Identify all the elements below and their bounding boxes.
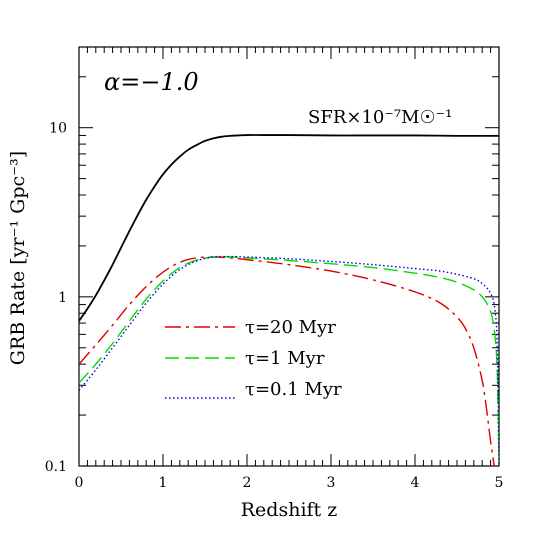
legend-label-tau20: τ=20 Myr: [245, 317, 336, 338]
y-tick-label: 1: [58, 290, 67, 306]
x-tick-label: 2: [243, 475, 252, 491]
x-tick-label: 0: [75, 475, 84, 491]
alpha-annotation: α=−1.0: [104, 68, 199, 96]
series-line-1: [79, 256, 495, 466]
series-group: [79, 134, 499, 466]
series-line-2: [79, 256, 499, 466]
legend: τ=20 Myr τ=1 Myr τ=0.1 Myr: [165, 317, 342, 400]
x-tick-label: 3: [327, 475, 336, 491]
y-tick-label: 10: [49, 121, 67, 137]
x-tick-label: 5: [495, 475, 504, 491]
x-tick-label: 1: [159, 475, 168, 491]
legend-label-tau01: τ=0.1 Myr: [245, 379, 342, 400]
y-axis-label: GRB Rate [yr⁻¹ Gpc⁻³]: [7, 151, 29, 365]
x-tick-label: 4: [411, 475, 420, 491]
legend-label-tau1: τ=1 Myr: [245, 348, 325, 369]
y-tick-label: 0.1: [45, 459, 67, 475]
series-line-0: [79, 134, 499, 322]
sfr-series-label: SFR×10⁻⁷M☉⁻¹: [308, 107, 452, 128]
x-axis-label: Redshift z: [241, 499, 338, 521]
series-line-3: [79, 255, 499, 466]
